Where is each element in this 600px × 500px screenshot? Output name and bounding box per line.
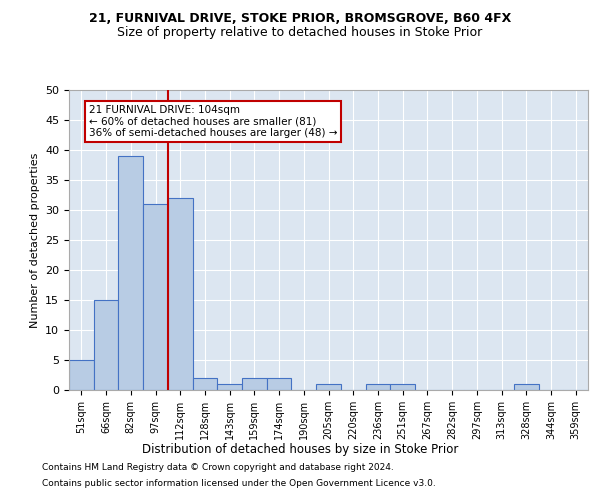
Text: Contains public sector information licensed under the Open Government Licence v3: Contains public sector information licen… (42, 478, 436, 488)
Bar (267, 378, 292, 390)
Text: Size of property relative to detached houses in Stoke Prior: Size of property relative to detached ho… (118, 26, 482, 39)
Bar (316, 384, 341, 390)
Text: Contains HM Land Registry data © Crown copyright and database right 2024.: Contains HM Land Registry data © Crown c… (42, 464, 394, 472)
Text: 21 FURNIVAL DRIVE: 104sqm
← 60% of detached houses are smaller (81)
36% of semi-: 21 FURNIVAL DRIVE: 104sqm ← 60% of detac… (89, 105, 337, 138)
Bar (390, 384, 415, 390)
Bar (242, 378, 267, 390)
Bar (217, 384, 242, 390)
Bar (143, 204, 168, 390)
Text: Distribution of detached houses by size in Stoke Prior: Distribution of detached houses by size … (142, 442, 458, 456)
Bar (193, 378, 217, 390)
Bar (168, 198, 193, 390)
Bar (118, 156, 143, 390)
Bar (69, 360, 94, 390)
Bar (514, 384, 539, 390)
Text: 21, FURNIVAL DRIVE, STOKE PRIOR, BROMSGROVE, B60 4FX: 21, FURNIVAL DRIVE, STOKE PRIOR, BROMSGR… (89, 12, 511, 26)
Bar (365, 384, 390, 390)
Y-axis label: Number of detached properties: Number of detached properties (29, 152, 40, 328)
Bar (94, 300, 118, 390)
